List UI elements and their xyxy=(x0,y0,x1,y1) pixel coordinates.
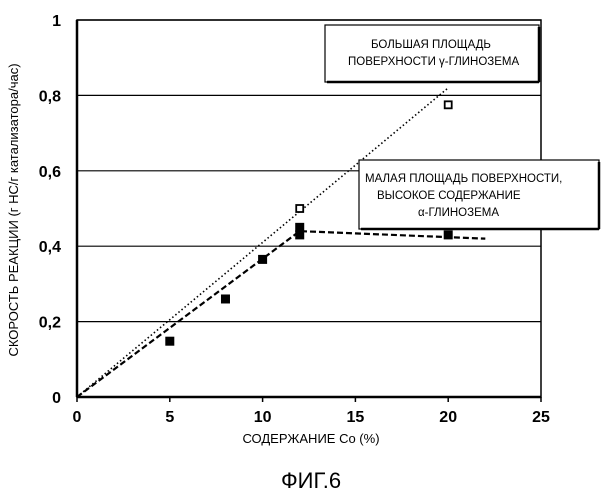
y-axis-title: СКОРОСТЬ РЕАКЦИИ (г HC/г катализатора/ча… xyxy=(6,63,21,356)
y-tick-label: 0,6 xyxy=(39,164,61,181)
y-tick-label: 0,4 xyxy=(39,239,61,256)
y-tick-label: 0 xyxy=(52,390,61,407)
figure-caption: ФИГ.6 xyxy=(281,468,341,493)
trend-line-gamma xyxy=(77,88,448,397)
y-tick-label: 0,8 xyxy=(39,88,61,105)
y-tick-label: 1 xyxy=(52,13,61,30)
data-point-filled xyxy=(444,230,453,239)
x-tick-label: 5 xyxy=(165,409,174,426)
annotation-gamma-line-1: БОЛЬШАЯ ПЛОЩАДЬ xyxy=(371,39,491,51)
data-point-filled xyxy=(258,255,267,264)
annotation-alpha-line-3: α-ГЛИНОЗЕМА xyxy=(418,207,499,219)
x-tick-label: 20 xyxy=(439,409,457,426)
x-tick-label: 15 xyxy=(347,409,365,426)
data-point-open xyxy=(296,205,303,212)
x-tick-label: 10 xyxy=(254,409,272,426)
trend-lines xyxy=(77,88,485,397)
x-axis-title: СОДЕРЖАНИЕ Co (%) xyxy=(242,431,379,446)
annotation-alpha-line-2: ВЫСОКОЕ СОДЕРЖАНИЕ xyxy=(377,190,521,202)
annotation-alpha-alumina: МАЛАЯ ПЛОЩАДЬ ПОВЕРХНОСТИ, ВЫСОКОЕ СОДЕР… xyxy=(359,160,599,229)
y-tick-label: 0,2 xyxy=(39,315,61,332)
data-point-filled xyxy=(221,294,230,303)
data-point-filled xyxy=(295,223,304,232)
annotation-alpha-line-1: МАЛАЯ ПЛОЩАДЬ ПОВЕРХНОСТИ, xyxy=(365,173,562,185)
trend-line-alpha xyxy=(77,231,485,397)
annotation-gamma-alumina: БОЛЬШАЯ ПЛОЩАДЬ ПОВЕРХНОСТИ γ-ГЛИНОЗЕМА xyxy=(325,25,539,82)
data-point-open xyxy=(445,101,452,108)
x-tick-label: 0 xyxy=(73,409,82,426)
annotation-gamma-line-2: ПОВЕРХНОСТИ γ-ГЛИНОЗЕМА xyxy=(348,56,519,68)
data-point-filled xyxy=(165,337,174,346)
x-tick-label: 25 xyxy=(532,409,550,426)
